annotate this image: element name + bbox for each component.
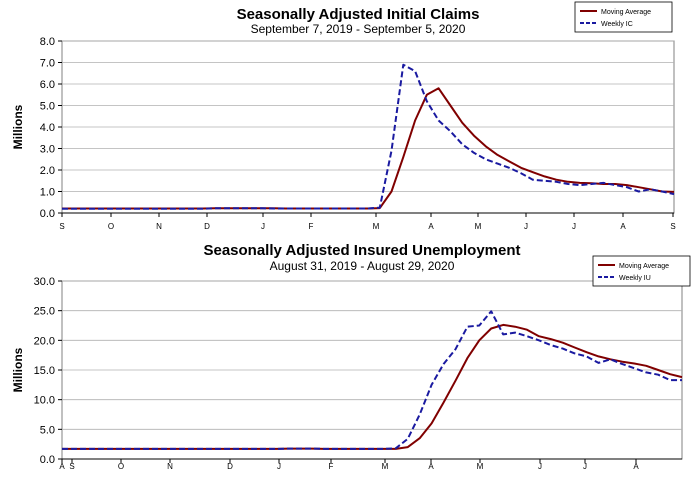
- x-tick-label: J: [583, 462, 587, 471]
- y-tick-label: 4.0: [40, 122, 55, 134]
- legend-label: Weekly IU: [619, 275, 651, 282]
- y-tick-label: 30.0: [34, 276, 55, 288]
- legend-label: Moving Average: [619, 263, 669, 270]
- x-tick-label: J: [572, 222, 576, 231]
- legend-label: Moving Average: [601, 9, 651, 16]
- y-tick-label: 25.0: [34, 306, 55, 318]
- x-tick-label: O: [108, 222, 114, 231]
- x-tick-label: M: [475, 222, 482, 231]
- legend-label: Weekly IC: [601, 21, 633, 28]
- y-tick-label: 6.0: [40, 79, 55, 91]
- x-tick-label: D: [204, 222, 210, 231]
- x-tick-label: A: [59, 462, 65, 471]
- y-tick-label: 2.0: [40, 165, 55, 177]
- x-tick-label: J: [538, 462, 542, 471]
- chart-2: Seasonally Adjusted Insured Unemployment…: [11, 242, 691, 471]
- chart-title: Seasonally Adjusted Insured Unemployment: [203, 242, 520, 259]
- y-tick-label: 8.0: [40, 36, 55, 48]
- x-tick-label: D: [227, 462, 233, 471]
- x-tick-label: A: [428, 222, 434, 231]
- chart-1: Seasonally Adjusted Initial ClaimsSeptem…: [11, 1, 676, 231]
- y-tick-label: 15.0: [34, 365, 55, 377]
- legend-box: [592, 255, 691, 287]
- y-tick-label: 1.0: [40, 187, 55, 199]
- x-tick-label: M: [477, 462, 484, 471]
- x-tick-label: M: [382, 462, 389, 471]
- y-axis-label: Millions: [11, 347, 25, 392]
- series-line-weekly: [62, 310, 682, 450]
- series-line-weekly: [62, 63, 675, 210]
- legend: Moving Average Weekly IC: [574, 1, 673, 33]
- y-tick-label: 10.0: [34, 395, 55, 407]
- y-tick-label: 0.0: [40, 454, 55, 466]
- chart-subtitle: September 7, 2019 - September 5, 2020: [251, 22, 466, 36]
- chart-subtitle: August 31, 2019 - August 29, 2020: [270, 259, 455, 273]
- x-tick-label: S: [670, 222, 675, 231]
- x-tick-label: F: [309, 222, 314, 231]
- x-tick-label: J: [277, 462, 281, 471]
- y-axis-label: Millions: [11, 104, 25, 149]
- y-tick-label: 0.0: [40, 208, 55, 220]
- x-tick-label: J: [261, 222, 265, 231]
- x-tick-label: A: [428, 462, 434, 471]
- x-tick-label: M: [373, 222, 380, 231]
- y-tick-label: 20.0: [34, 335, 55, 347]
- legend-box: [574, 1, 673, 33]
- x-tick-label: F: [329, 462, 334, 471]
- x-tick-label: S: [69, 462, 74, 471]
- x-tick-label: N: [156, 222, 162, 231]
- legend: Moving Average Weekly IU: [592, 255, 691, 287]
- y-tick-label: 5.0: [40, 101, 55, 113]
- x-tick-label: A: [620, 222, 626, 231]
- x-tick-label: J: [524, 222, 528, 231]
- y-tick-label: 5.0: [40, 424, 55, 436]
- x-tick-label: N: [167, 462, 173, 471]
- x-tick-label: S: [59, 222, 64, 231]
- y-tick-label: 7.0: [40, 58, 55, 70]
- chart-title: Seasonally Adjusted Initial Claims: [237, 6, 480, 23]
- x-tick-label: A: [633, 462, 639, 471]
- x-tick-label: O: [118, 462, 124, 471]
- y-tick-label: 3.0: [40, 144, 55, 156]
